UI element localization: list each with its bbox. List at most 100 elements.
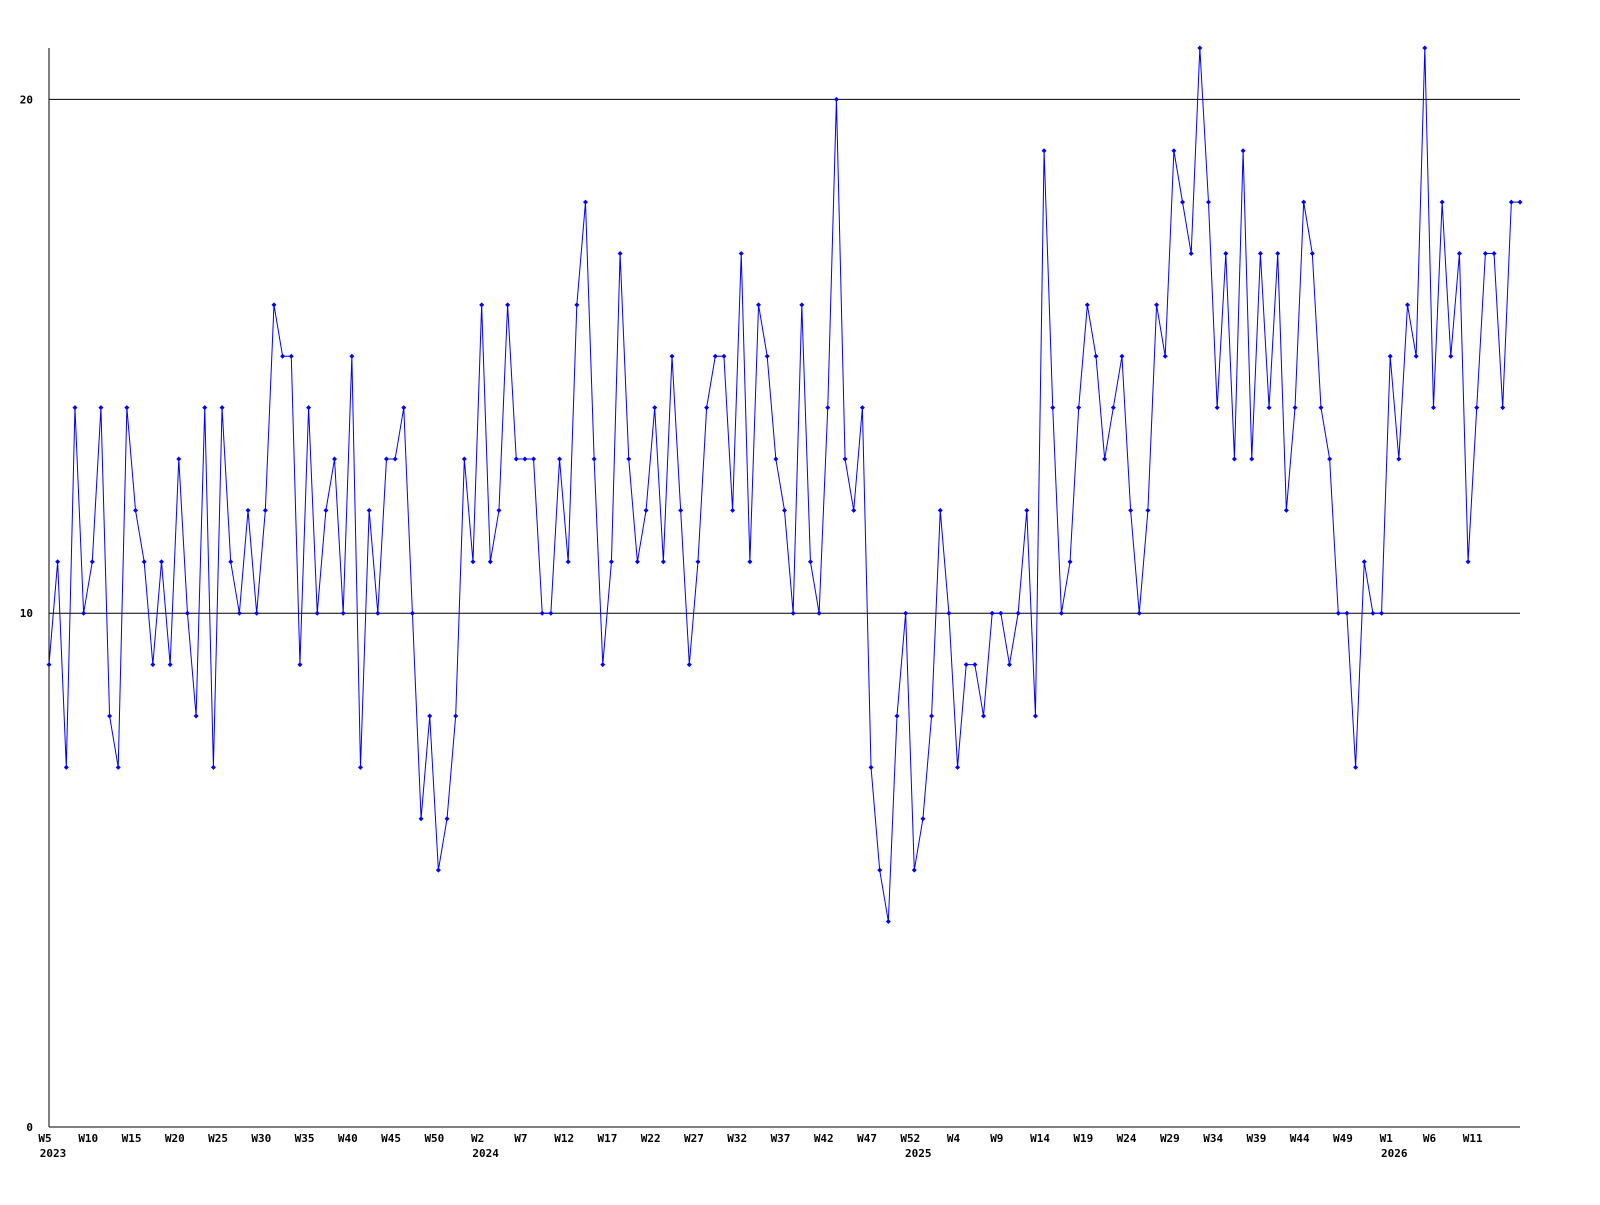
data-point	[1067, 559, 1073, 565]
data-point	[591, 456, 597, 462]
data-point	[565, 559, 571, 565]
data-point	[522, 456, 528, 462]
data-point	[868, 764, 874, 770]
x-tick-label: W19	[1073, 1132, 1093, 1145]
x-tick-label: W29	[1160, 1132, 1180, 1145]
x-tick-label: W35	[295, 1132, 315, 1145]
data-point	[383, 456, 389, 462]
data-point	[1361, 559, 1367, 565]
data-point	[124, 405, 130, 411]
x-tick-label: W30	[251, 1132, 271, 1145]
x-tick-label: W7	[514, 1132, 527, 1145]
data-point	[1344, 610, 1350, 616]
x-tick-label: W27	[684, 1132, 704, 1145]
data-point	[1119, 353, 1125, 359]
data-point	[799, 302, 805, 308]
x-year-label: 2023	[40, 1147, 67, 1160]
data-point	[885, 918, 891, 924]
data-point	[652, 405, 658, 411]
data-point	[340, 610, 346, 616]
data-point	[1335, 610, 1341, 616]
data-point	[332, 456, 338, 462]
data-point	[487, 559, 493, 565]
data-point	[989, 610, 995, 616]
data-point	[366, 507, 372, 513]
x-tick-label: W25	[208, 1132, 228, 1145]
data-point	[453, 713, 459, 719]
data-point	[89, 559, 95, 565]
data-point	[1387, 353, 1393, 359]
data-point	[1024, 507, 1030, 513]
data-point	[704, 405, 710, 411]
data-point	[1353, 764, 1359, 770]
data-point	[1430, 405, 1436, 411]
data-point	[1292, 405, 1298, 411]
data-point	[470, 559, 476, 565]
data-point	[184, 610, 190, 616]
data-point	[1102, 456, 1108, 462]
x-tick-label: W52	[900, 1132, 920, 1145]
data-point	[141, 559, 147, 565]
data-point	[1309, 251, 1315, 257]
x-tick-label: W44	[1290, 1132, 1310, 1145]
data-point	[1474, 405, 1480, 411]
data-point	[1448, 353, 1454, 359]
x-year-label: 2024	[472, 1147, 499, 1160]
data-point	[981, 713, 987, 719]
data-point	[375, 610, 381, 616]
data-point	[1145, 507, 1151, 513]
data-point	[600, 662, 606, 668]
data-point	[323, 507, 329, 513]
data-point	[859, 405, 865, 411]
x-year-label: 2026	[1381, 1147, 1408, 1160]
data-point	[245, 507, 251, 513]
data-point	[1197, 45, 1203, 51]
data-point	[756, 302, 762, 308]
data-point	[747, 559, 753, 565]
data-point	[1465, 559, 1471, 565]
data-point	[946, 610, 952, 616]
x-tick-label: W40	[338, 1132, 358, 1145]
data-point	[98, 405, 104, 411]
x-tick-label: W14	[1030, 1132, 1050, 1145]
data-point	[435, 867, 441, 873]
data-point	[1136, 610, 1142, 616]
data-point	[1379, 610, 1385, 616]
x-tick-label: W22	[641, 1132, 661, 1145]
data-point	[894, 713, 900, 719]
data-point	[626, 456, 632, 462]
data-point	[1128, 507, 1134, 513]
x-tick-label: W20	[165, 1132, 185, 1145]
data-point	[1249, 456, 1255, 462]
data-point	[833, 96, 839, 102]
data-point	[193, 713, 199, 719]
data-point	[210, 764, 216, 770]
x-tick-label: W10	[78, 1132, 98, 1145]
y-tick-label: 0	[26, 1121, 33, 1134]
x-tick-label: W15	[122, 1132, 142, 1145]
data-point	[1058, 610, 1064, 616]
x-tick-label: W24	[1117, 1132, 1137, 1145]
data-point	[1482, 251, 1488, 257]
data-point	[1223, 251, 1229, 257]
data-point	[280, 353, 286, 359]
data-point	[55, 559, 61, 565]
data-point	[1154, 302, 1160, 308]
data-point	[782, 507, 787, 513]
data-point	[1180, 199, 1186, 205]
data-point	[418, 816, 424, 822]
data-point	[1405, 302, 1411, 308]
data-point	[1456, 251, 1462, 257]
data-point	[150, 662, 156, 668]
data-point	[548, 610, 554, 616]
data-point	[903, 610, 909, 616]
y-tick-label: 10	[20, 607, 33, 620]
data-point	[1439, 199, 1445, 205]
data-point	[228, 559, 234, 565]
x-tick-label: W2	[471, 1132, 484, 1145]
x-tick-label: W9	[990, 1132, 1003, 1145]
data-point	[236, 610, 242, 616]
data-point	[825, 405, 831, 411]
data-point	[513, 456, 519, 462]
x-tick-label: W49	[1333, 1132, 1353, 1145]
